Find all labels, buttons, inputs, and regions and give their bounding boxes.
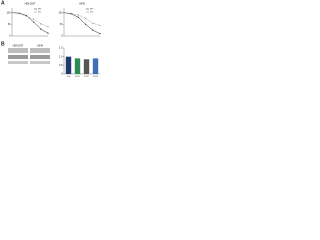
y-tick-label: 50: [60, 23, 63, 26]
point: [70, 12, 72, 14]
point: [99, 24, 101, 27]
point: [33, 21, 35, 23]
y-tick-label: 100: [58, 11, 63, 14]
point: [25, 15, 27, 17]
point: [85, 23, 87, 25]
y-tick-label: 0: [61, 73, 63, 76]
y-tick-label: 100: [6, 11, 11, 14]
point: [47, 26, 49, 28]
legend-label: WT: [90, 9, 94, 11]
y-tick-label: 0: [61, 35, 63, 38]
bar: [92, 58, 99, 74]
panel-label: B: [1, 41, 5, 47]
y-tick-label: 1.5: [59, 47, 63, 50]
y-tick-label: 1.0: [59, 55, 63, 58]
blot-images: [8, 48, 50, 64]
line: [63, 12, 101, 26]
blot-title: A549: [37, 45, 43, 48]
x-tick-label: KO3: [93, 76, 98, 78]
chart-title: HEK293T: [25, 3, 36, 6]
line: [63, 12, 101, 34]
legend-label: KO: [38, 12, 41, 14]
y-tick-label: 50: [8, 23, 11, 26]
point: [92, 22, 94, 24]
chart-title: A549: [79, 3, 85, 6]
bar: [74, 58, 81, 74]
point: [40, 23, 42, 25]
point: [11, 12, 13, 14]
point: [63, 12, 65, 14]
blot-title: HEK293T: [13, 45, 24, 48]
panel-label: A: [1, 0, 5, 6]
point: [77, 16, 79, 18]
point: [99, 33, 101, 35]
legend-label: WT: [38, 9, 42, 11]
point: [40, 28, 42, 30]
point: [85, 17, 87, 20]
point: [77, 14, 79, 16]
line: [11, 12, 49, 34]
x-tick-label: KO2: [84, 76, 89, 78]
legend-label: KO: [90, 12, 93, 14]
y-tick-label: 0: [9, 35, 11, 38]
x-tick-label: Ctrl: [67, 75, 71, 78]
x-tick-label: KO1: [75, 76, 80, 78]
point: [92, 29, 94, 31]
bar: [65, 56, 72, 74]
line: [11, 12, 49, 27]
figure: A B HEK293T A549 HEK293T050100WTKOA54905…: [1, 0, 101, 78]
y-tick-label: 0.5: [59, 64, 63, 67]
point: [18, 12, 20, 15]
point: [47, 32, 49, 34]
point: [33, 18, 35, 20]
bar: [83, 59, 90, 74]
